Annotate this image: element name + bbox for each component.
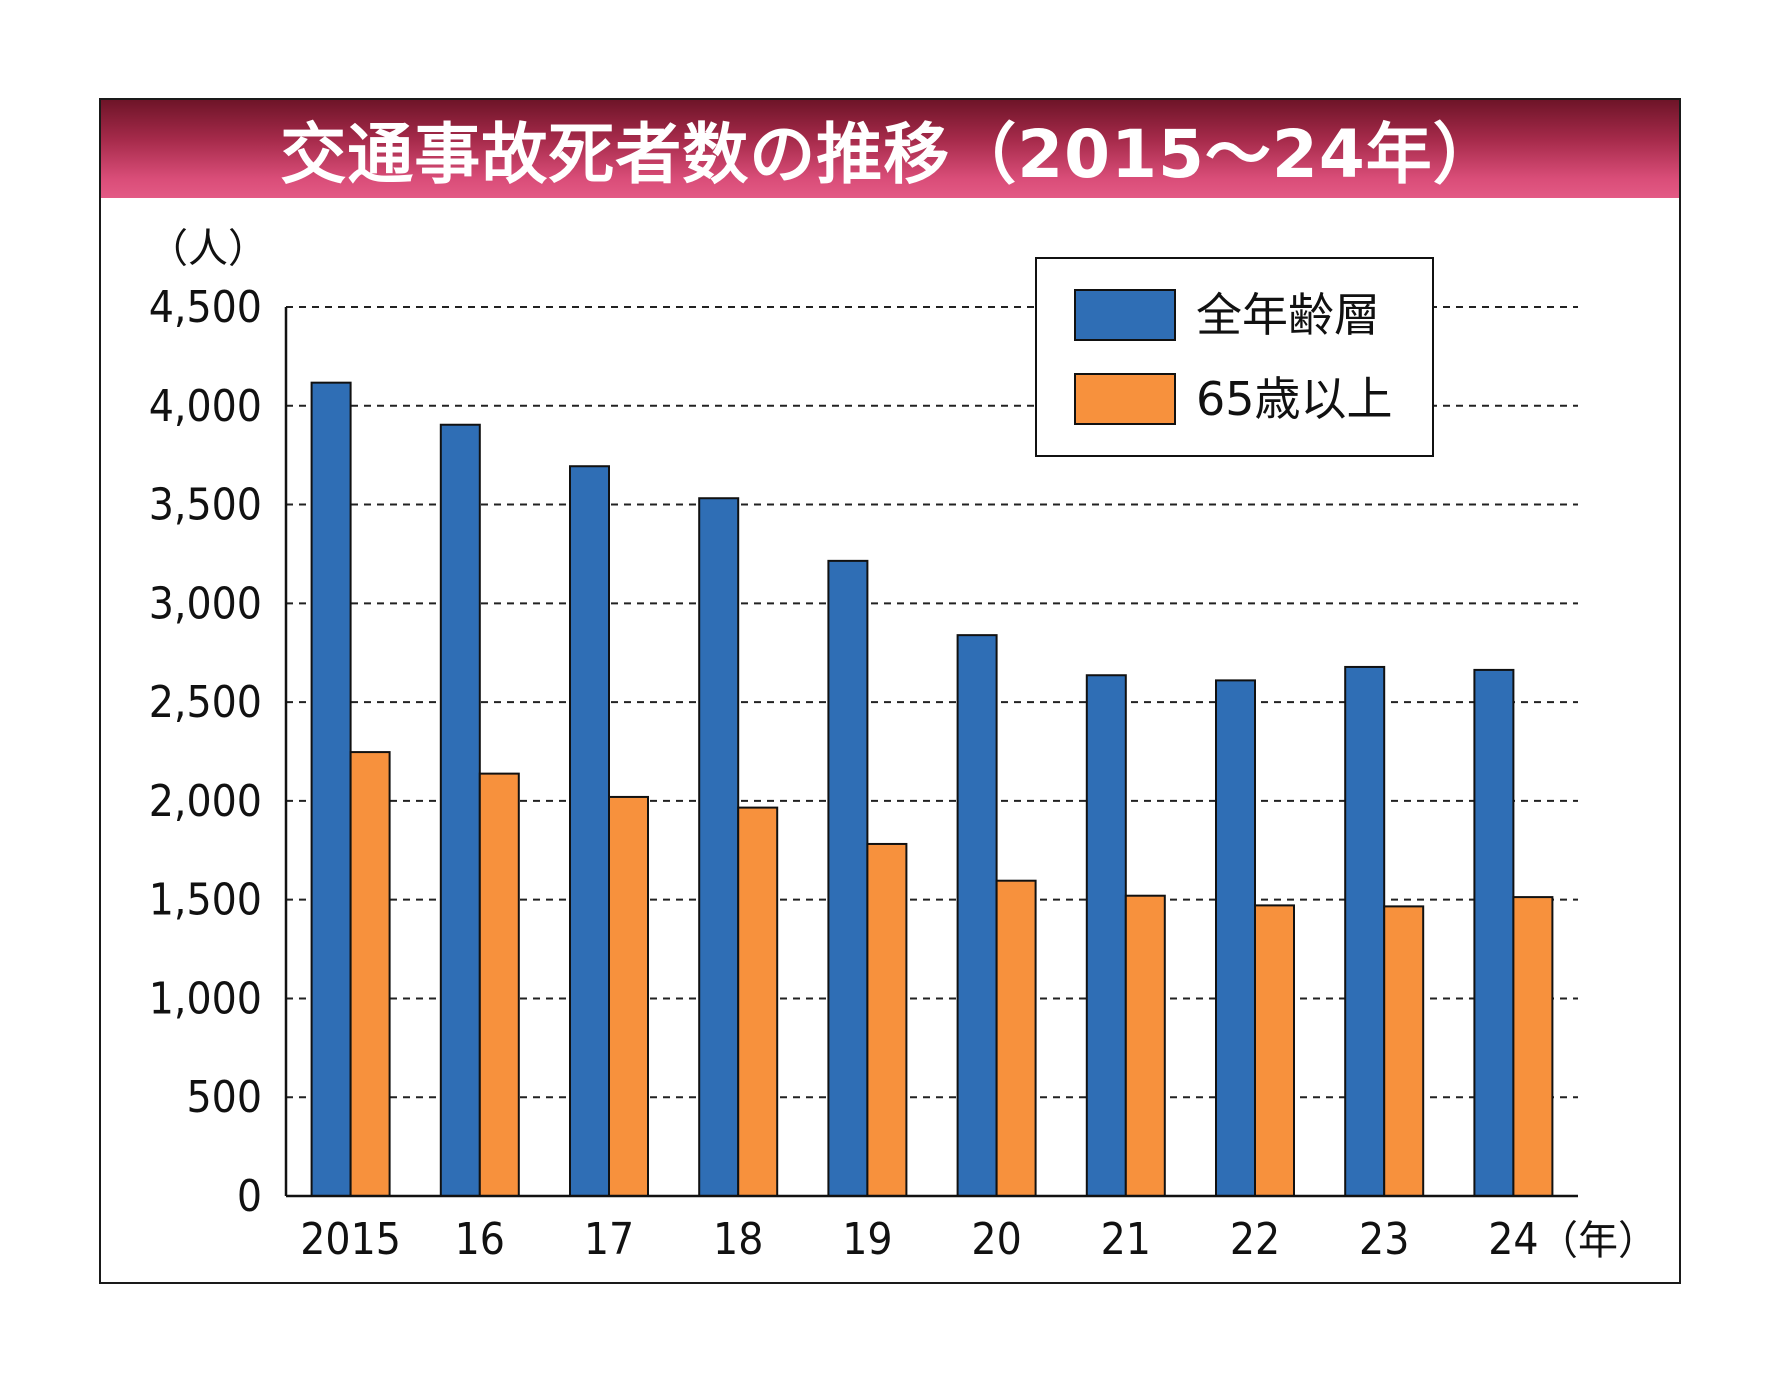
x-tick-label: 23 — [1359, 1214, 1409, 1265]
x-tick-label: 2015 — [300, 1214, 401, 1265]
y-tick-label: 3,000 — [149, 578, 262, 629]
bar-all-ages-19 — [827, 559, 869, 1197]
axes — [284, 307, 1578, 1198]
bars — [310, 381, 1554, 1198]
bar-65-plus-21 — [1124, 894, 1166, 1198]
bar-all-ages-20 — [956, 634, 998, 1197]
bar-65-plus-24 — [1512, 896, 1554, 1197]
bar-all-ages-23 — [1344, 665, 1386, 1197]
y-tick-label: 4,500 — [149, 282, 262, 333]
bar-all-ages-21 — [1085, 674, 1127, 1197]
y-tick-label: 1,000 — [149, 973, 262, 1024]
title-bar: 交通事故死者数の推移（2015～24年） — [101, 100, 1679, 198]
x-tick-label: 21 — [1101, 1214, 1151, 1265]
y-tick-labels: 0 500 1,000 1,500 2,000 2,500 3,000 3,500 4,000 4… — [149, 282, 262, 1222]
bar-65-plus-18 — [737, 806, 779, 1197]
y-tick-label: 0 — [237, 1171, 262, 1222]
x-axis-unit: （年） — [1538, 1218, 1658, 1264]
bar-65-plus-19 — [866, 842, 908, 1197]
x-tick-label: 18 — [713, 1214, 763, 1265]
y-tick-label: 2,500 — [149, 677, 262, 728]
y-tick-label: 1,500 — [149, 875, 262, 926]
legend-swatch — [1074, 373, 1176, 425]
y-tick-label: 3,500 — [149, 480, 262, 531]
legend-label: 全年齢層 — [1196, 288, 1380, 342]
bar-65-plus-17 — [608, 795, 649, 1198]
x-tick-label: 19 — [842, 1214, 892, 1265]
chart-title: 交通事故死者数の推移（2015～24年） — [280, 116, 1500, 193]
x-tick-label: 16 — [455, 1214, 505, 1265]
legend-label: 65歳以上 — [1196, 372, 1393, 426]
bar-65-plus-23 — [1383, 905, 1425, 1197]
bar-65-plus-16 — [478, 772, 520, 1197]
x-tick-label: 20 — [971, 1214, 1021, 1265]
legend-swatch — [1074, 289, 1176, 341]
bar-65-plus-22 — [1254, 904, 1295, 1197]
x-tick-label: 24 — [1488, 1214, 1538, 1265]
x-tick-label: 17 — [584, 1214, 634, 1265]
bar-all-ages-2015 — [310, 381, 352, 1198]
bar-all-ages-18 — [698, 497, 740, 1197]
bar-65-plus-2015 — [349, 751, 391, 1197]
bar-all-ages-17 — [569, 465, 610, 1197]
legend: 全年齢層 65歳以上 — [1035, 257, 1434, 457]
x-tick-labels: 2015 16 17 18 19 20 21 22 23 24 （年） — [300, 1214, 1658, 1265]
bar-65-plus-20 — [995, 879, 1037, 1198]
bar-all-ages-22 — [1215, 679, 1256, 1197]
y-tick-label: 500 — [186, 1072, 262, 1123]
bar-all-ages-16 — [439, 423, 481, 1197]
bar-all-ages-24 — [1473, 668, 1515, 1197]
y-tick-label: 2,000 — [149, 776, 262, 827]
y-tick-label: 4,000 — [149, 381, 262, 432]
y-axis-unit: （人） — [148, 226, 268, 272]
x-tick-label: 22 — [1230, 1214, 1280, 1265]
